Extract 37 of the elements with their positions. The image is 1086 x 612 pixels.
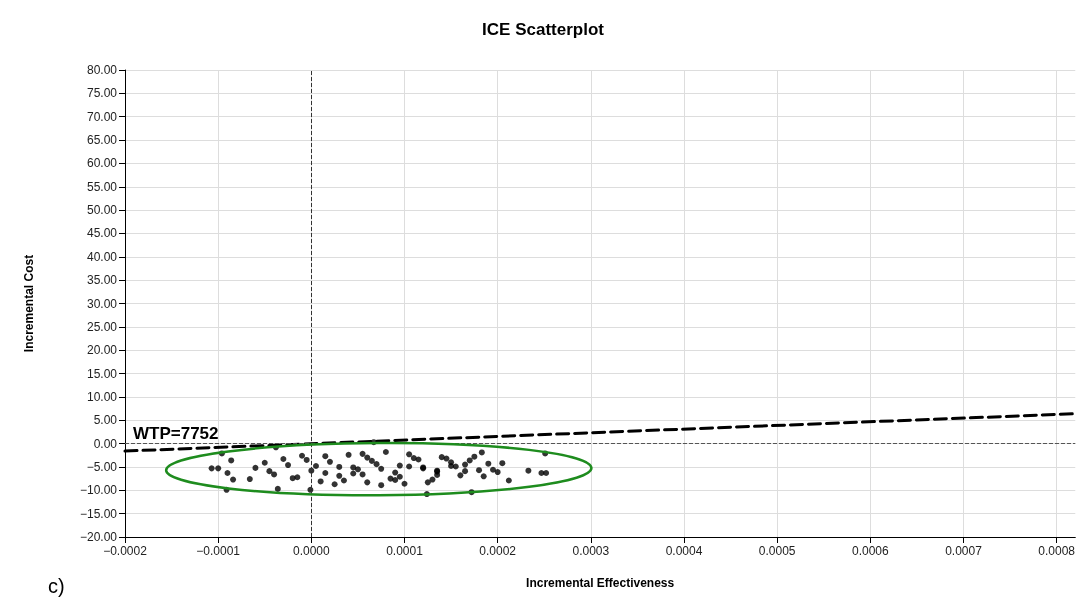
y-tick-label: 15.00 bbox=[86, 366, 118, 381]
x-tick-label: 0.0001 bbox=[386, 544, 424, 558]
y-tick-label: 55.00 bbox=[86, 179, 118, 194]
y-tick-label: 5.00 bbox=[93, 413, 118, 428]
y-tick-label: −15.00 bbox=[79, 506, 118, 521]
text: c) bbox=[48, 575, 65, 597]
y-tick-label: 45.00 bbox=[86, 226, 118, 241]
y-tick-label: 10.00 bbox=[86, 389, 118, 404]
y-tick-label: 65.00 bbox=[86, 133, 118, 148]
y-tick-label: 25.00 bbox=[86, 319, 118, 334]
y-axis-title: Incremental Cost bbox=[22, 254, 36, 353]
x-tick-label: 0.0002 bbox=[479, 544, 517, 558]
y-tick-label: 35.00 bbox=[86, 273, 118, 288]
y-tick-label: 50.00 bbox=[86, 203, 118, 218]
x-tick-label: 0.0008 bbox=[1038, 544, 1076, 558]
x-tick-label: −0.0001 bbox=[196, 544, 241, 558]
chart-title: ICE Scatterplot bbox=[482, 20, 605, 39]
y-tick-label: 40.00 bbox=[86, 249, 118, 264]
x-axis-title: Incremental Effectiveness bbox=[526, 576, 675, 590]
x-tick-label: 0.0003 bbox=[572, 544, 610, 558]
x-tick-label: −0.0002 bbox=[103, 544, 148, 558]
series-label: WTP=7752 bbox=[133, 424, 219, 444]
x-tick-label: 0.0005 bbox=[758, 544, 796, 558]
y-tick-label: 20.00 bbox=[86, 343, 118, 358]
y-tick-label: 70.00 bbox=[86, 109, 118, 124]
y-tick-label: 75.00 bbox=[86, 86, 118, 101]
x-tick-label: 0.0000 bbox=[292, 544, 331, 558]
y-tick-label: −10.00 bbox=[79, 483, 118, 498]
x-tick-label: 0.0004 bbox=[665, 544, 703, 558]
y-tick-label: 30.00 bbox=[86, 296, 118, 311]
x-tick-label: 0.0006 bbox=[851, 544, 889, 558]
y-tick-label: 0.00 bbox=[93, 436, 118, 451]
y-tick-label: 80.00 bbox=[86, 63, 118, 77]
y-tick-label: −5.00 bbox=[86, 459, 118, 474]
y-tick-label: 60.00 bbox=[86, 156, 118, 171]
y-tick-label: −20.00 bbox=[79, 530, 118, 544]
x-tick-label: 0.0007 bbox=[945, 544, 983, 558]
